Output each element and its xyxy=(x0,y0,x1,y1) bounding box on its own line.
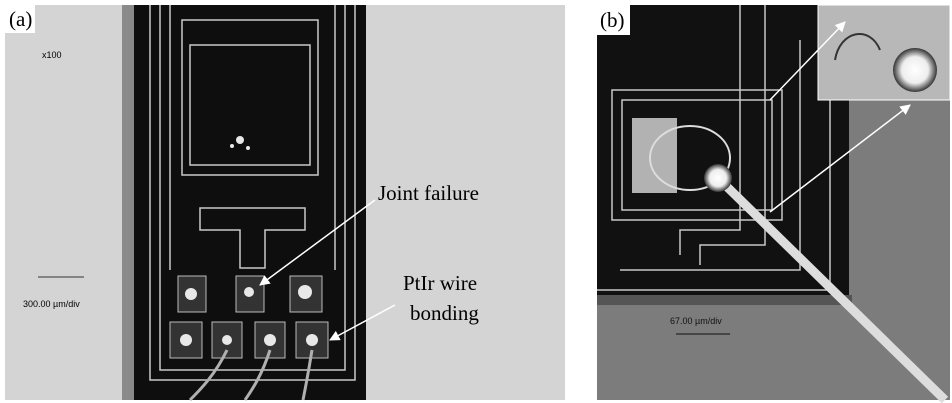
probe-ball xyxy=(704,164,732,192)
annotation: PtIr wire xyxy=(403,271,477,295)
panel-label: (b) xyxy=(600,8,625,32)
annotation: Joint failure xyxy=(378,181,479,205)
panel-label: (a) xyxy=(9,7,32,31)
panel-a: (a) x100 300.00 µm/div Joint failure PtI… xyxy=(5,5,565,400)
figure: (a) x100 300.00 µm/div Joint failure PtI… xyxy=(0,0,952,403)
chip-edge xyxy=(597,295,852,305)
scale-label: 300.00 µm/div xyxy=(23,299,80,309)
magnification: x100 xyxy=(42,50,62,60)
inset-ball xyxy=(893,48,937,92)
panel-b: (b) 67.00 µm/div xyxy=(597,5,950,400)
annotation: bonding xyxy=(410,301,479,325)
scale-label: 67.00 µm/div xyxy=(670,316,722,326)
chip xyxy=(134,5,366,400)
chip-edge xyxy=(122,5,134,400)
